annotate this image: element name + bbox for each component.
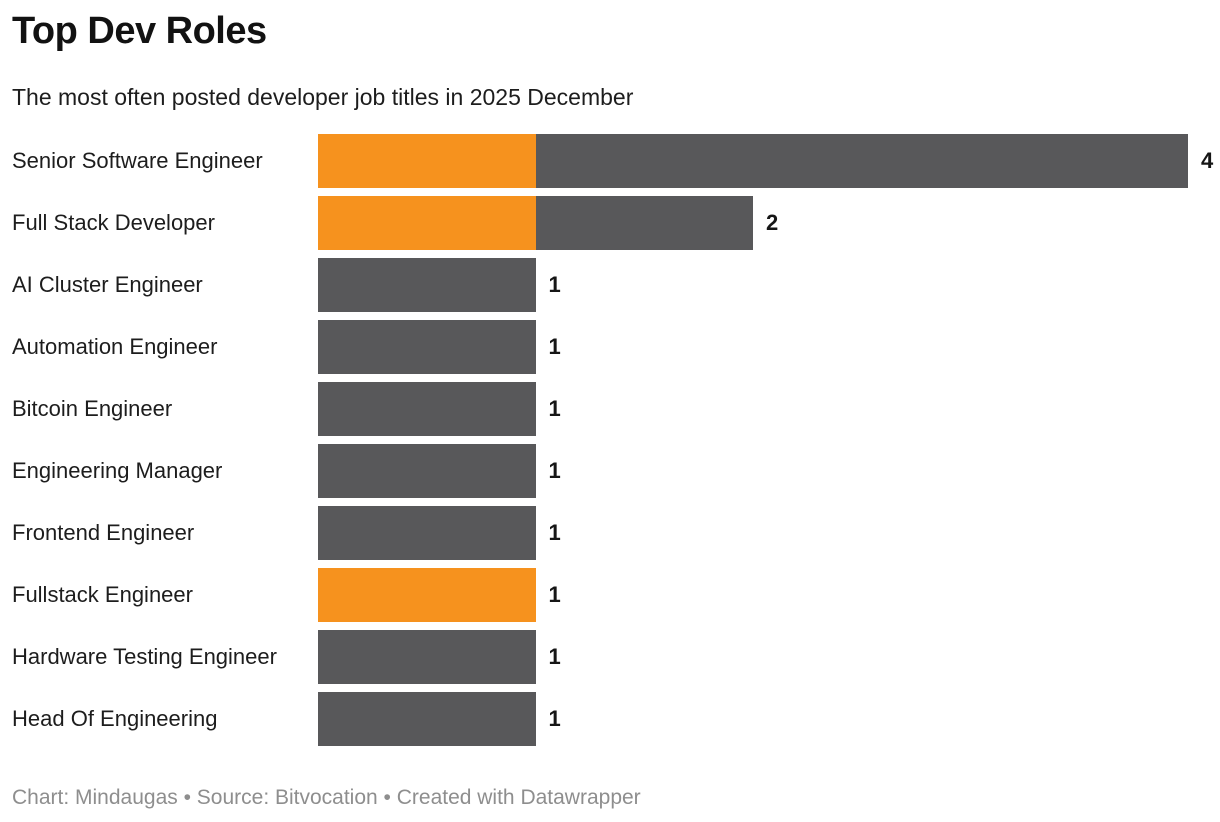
bar-row: AI Cluster Engineer 1 [0,258,1220,312]
bar-value-label: 1 [548,458,561,483]
bar-segment [318,506,536,560]
bar-category-label: Frontend Engineer [12,520,195,545]
bar-row: Head Of Engineering 1 [0,692,1220,746]
bar-row: Senior Software Engineer 4 [0,134,1220,188]
chart-footer-credit: Chart: Mindaugas • Source: Bitvocation •… [12,786,641,809]
bar-category-label: Fullstack Engineer [12,582,193,607]
bar [318,568,536,622]
chart-title: Top Dev Roles [12,10,267,52]
bar-value-label: 4 [1201,148,1214,173]
bar-value-label: 1 [548,396,561,421]
bar-value-label: 1 [548,520,561,545]
bar-category-label: AI Cluster Engineer [12,272,203,297]
bar-value-label: 2 [766,210,779,235]
bar-value-label: 1 [548,706,561,731]
bar-category-label: Automation Engineer [12,334,218,359]
bar [318,196,753,250]
bar-category-label: Senior Software Engineer [12,148,263,173]
bar [318,444,536,498]
bar-chart-plot-area: Senior Software Engineer 4 Full Stack Deve… [0,134,1220,754]
chart-subtitle: The most often posted developer job titl… [12,84,634,110]
bar-row: Frontend Engineer 1 [0,506,1220,560]
bar-row: Fullstack Engineer 1 [0,568,1220,622]
bar [318,630,536,684]
bar-category-label: Full Stack Developer [12,210,215,235]
bar-value-label: 1 [548,272,561,297]
bar-segment [535,134,1188,188]
bar [318,382,536,436]
bar-row: Automation Engineer 1 [0,320,1220,374]
bar [318,320,536,374]
bar-value-label: 1 [548,334,561,359]
bar-segment [318,692,536,746]
bar-row: Full Stack Developer 2 [0,196,1220,250]
bar-segment [318,630,536,684]
bar-category-label: Hardware Testing Engineer [12,644,277,669]
bar-row: Hardware Testing Engineer 1 [0,630,1220,684]
bar-segment [318,444,536,498]
bar-category-label: Bitcoin Engineer [12,396,173,421]
bar-category-label: Engineering Manager [12,458,223,483]
bar-segment [318,320,536,374]
bar-row: Engineering Manager 1 [0,444,1220,498]
bar-segment-highlight [318,196,536,250]
bar-segment-highlight [318,568,536,622]
bar [318,258,536,312]
bar-category-label: Head Of Engineering [12,706,218,731]
bar-segment [535,196,753,250]
bar-segment-highlight [318,134,536,188]
bar-value-label: 1 [548,644,561,669]
bar [318,506,536,560]
bar-segment [318,258,536,312]
bar [318,692,536,746]
bar-segment [318,382,536,436]
bar-row: Bitcoin Engineer 1 [0,382,1220,436]
bar [318,134,1188,188]
bar-value-label: 1 [548,582,561,607]
